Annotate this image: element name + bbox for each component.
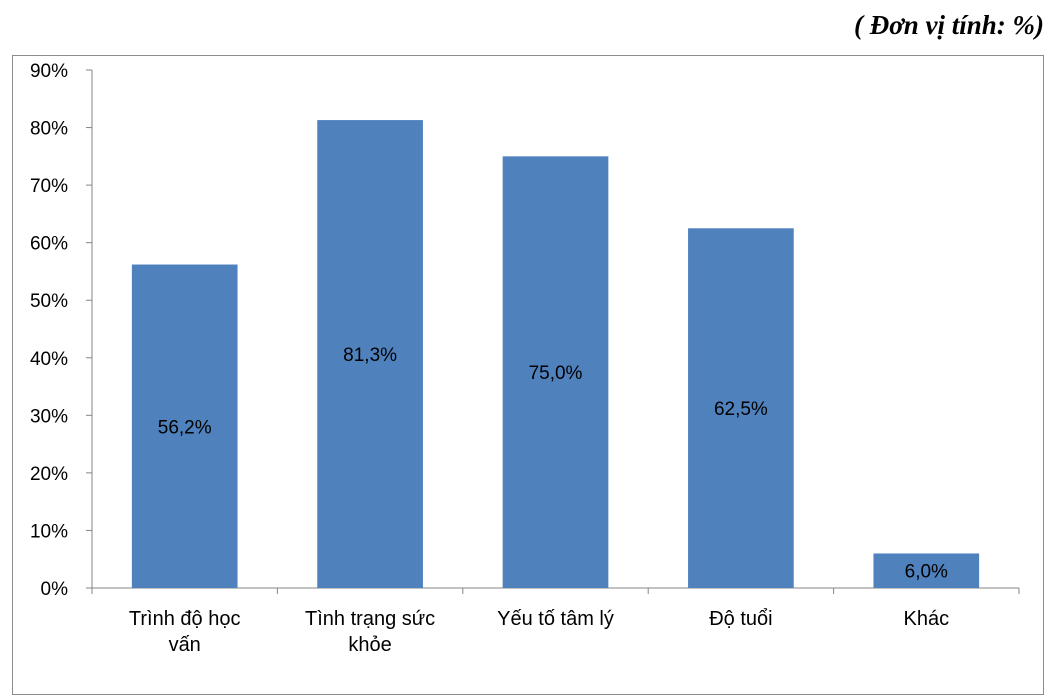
data-label: 81,3% bbox=[343, 345, 397, 366]
bar[interactable] bbox=[131, 264, 238, 588]
bar[interactable] bbox=[688, 228, 794, 588]
category-label: Yếu tố tâm lý bbox=[497, 608, 614, 630]
y-tick-label: 80% bbox=[30, 119, 68, 140]
category-label: Khác bbox=[904, 608, 950, 630]
category-label: Tình trạng sức bbox=[305, 608, 435, 630]
category-label: Độ tuổi bbox=[709, 608, 772, 630]
bar[interactable] bbox=[873, 553, 980, 588]
data-label: 56,2% bbox=[158, 417, 212, 438]
data-label: 62,5% bbox=[714, 399, 768, 420]
y-tick-label: 90% bbox=[30, 61, 68, 82]
category-label: vấn bbox=[169, 634, 201, 656]
data-label: 6,0% bbox=[905, 562, 948, 583]
y-tick-label: 70% bbox=[30, 176, 68, 197]
y-tick-label: 30% bbox=[30, 406, 68, 427]
y-tick-label: 40% bbox=[30, 349, 68, 370]
y-tick-label: 20% bbox=[30, 464, 68, 485]
y-tick-label: 60% bbox=[30, 234, 68, 255]
bar[interactable] bbox=[502, 156, 609, 589]
data-label: 75,0% bbox=[529, 363, 583, 384]
bar-chart: 0% 10% 20% 30% 40% 50% 60% 70% 80% 90% 56,2% Trình … bbox=[30, 61, 1020, 656]
y-tick-label: 0% bbox=[41, 579, 69, 600]
bar[interactable] bbox=[317, 120, 423, 588]
y-tick-label: 50% bbox=[30, 291, 68, 312]
y-tick-label: 10% bbox=[30, 521, 68, 542]
category-label: Trình độ học bbox=[129, 608, 241, 630]
category-label: khỏe bbox=[348, 634, 391, 656]
unit-note: ( Đơn vị tính: %) bbox=[854, 10, 1044, 40]
